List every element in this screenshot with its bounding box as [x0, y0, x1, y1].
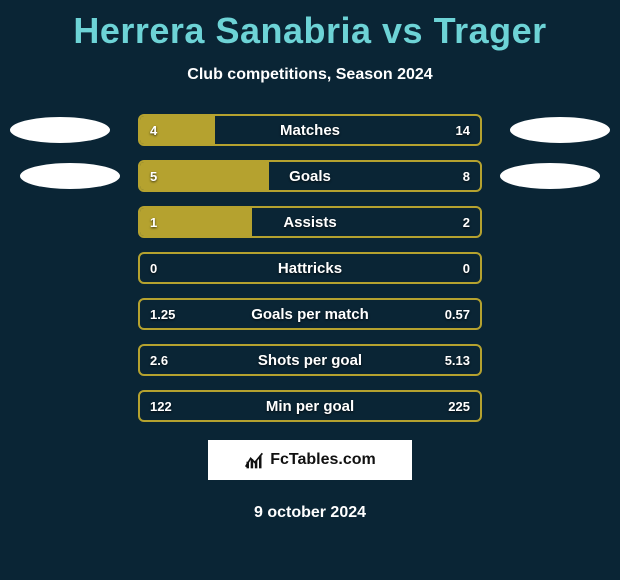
stat-bar: 5Goals8 [138, 160, 482, 192]
stat-value-right: 0.57 [435, 300, 480, 328]
comparison-chart: 4Matches14 5Goals8 1Assists2 0Hattricks0 1.2… [0, 114, 620, 422]
stat-value-right: 2 [453, 208, 480, 236]
stat-label: Goals [140, 162, 480, 190]
page-subtitle: Club competitions, Season 2024 [0, 66, 620, 84]
stat-value-right: 14 [446, 116, 480, 144]
player-left-badge-2 [20, 163, 120, 189]
stat-bar: 1Assists2 [138, 206, 482, 238]
brand-badge: FcTables.com [208, 440, 412, 480]
stat-label: Assists [140, 208, 480, 236]
stat-bar: 122Min per goal225 [138, 390, 482, 422]
stat-bar: 2.6Shots per goal5.13 [138, 344, 482, 376]
stat-bar: 4Matches14 [138, 114, 482, 146]
page-title: Herrera Sanabria vs Trager [0, 0, 620, 52]
brand-text: FcTables.com [270, 451, 376, 469]
stat-label: Goals per match [140, 300, 480, 328]
stat-bar: 0Hattricks0 [138, 252, 482, 284]
stat-value-right: 5.13 [435, 346, 480, 374]
stat-label: Matches [140, 116, 480, 144]
stat-value-right: 225 [438, 392, 480, 420]
chart-icon [244, 450, 264, 470]
bars-container: 4Matches14 5Goals8 1Assists2 0Hattricks0 1.2… [138, 114, 482, 422]
stat-label: Hattricks [140, 254, 480, 282]
stat-value-right: 0 [453, 254, 480, 282]
player-left-badge-1 [10, 117, 110, 143]
player-right-badge-2 [500, 163, 600, 189]
player-right-badge-1 [510, 117, 610, 143]
stat-label: Shots per goal [140, 346, 480, 374]
stat-value-right: 8 [453, 162, 480, 190]
footer-date: 9 october 2024 [0, 504, 620, 522]
stat-label: Min per goal [140, 392, 480, 420]
stat-bar: 1.25Goals per match0.57 [138, 298, 482, 330]
